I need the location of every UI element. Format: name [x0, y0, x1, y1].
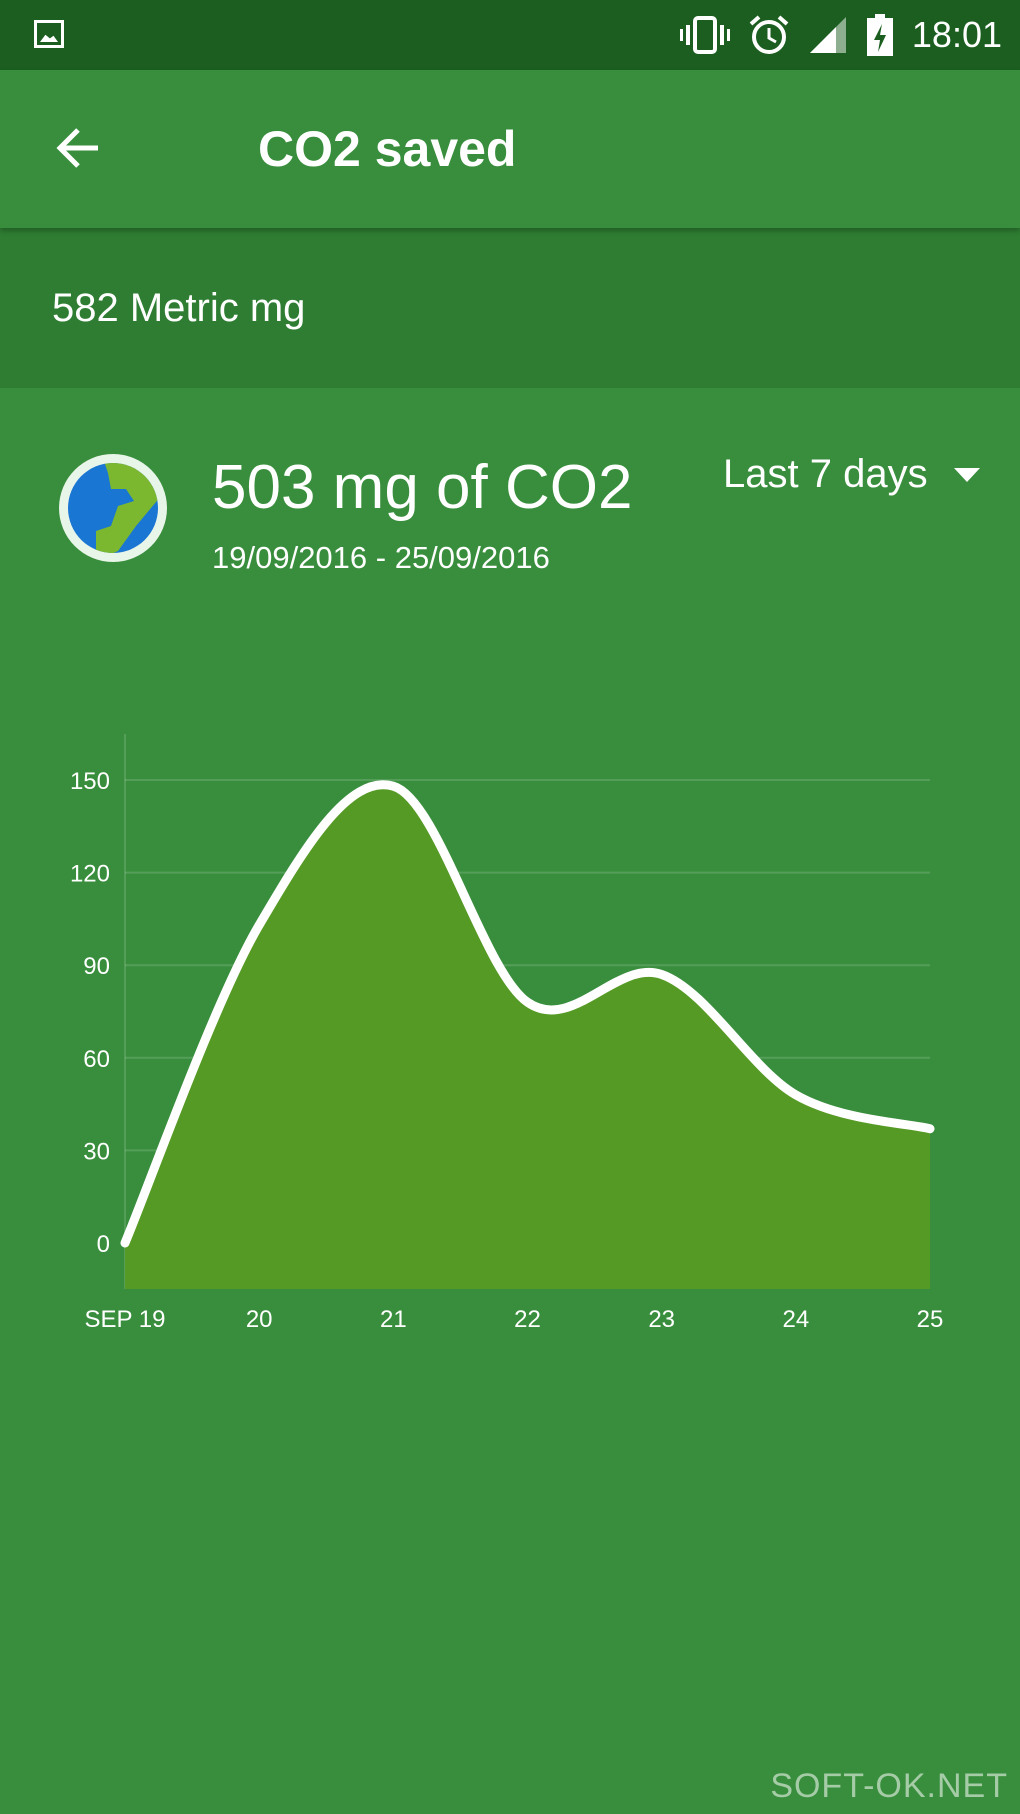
dropdown-arrow-icon [953, 467, 980, 482]
total-value: 582 Metric mg [52, 286, 306, 330]
globe-icon [59, 454, 167, 562]
status-bar: 18:01 [0, 0, 1020, 70]
x-tick-label: 21 [380, 1306, 407, 1333]
y-tick-label: 0 [97, 1231, 110, 1258]
x-tick-label: SEP 19 [85, 1306, 166, 1333]
image-notification-icon [34, 20, 64, 48]
vibrate-icon [679, 16, 730, 54]
clock: 18:01 [911, 14, 1002, 55]
app-bar: CO2 saved [0, 70, 1020, 228]
y-tick-label: 30 [83, 1138, 110, 1165]
x-tick-label: 24 [782, 1306, 809, 1333]
y-tick-label: 150 [70, 768, 110, 795]
period-selected: Last 7 days [723, 452, 928, 496]
y-tick-label: 120 [70, 861, 110, 888]
x-tick-label: 25 [917, 1306, 944, 1333]
total-summary: 582 Metric mg [0, 228, 1020, 388]
x-tick-label: 22 [514, 1306, 541, 1333]
co2-headline: 503 mg of CO2 [212, 453, 633, 522]
alarm-icon [749, 15, 789, 54]
page-title: CO2 saved [258, 121, 517, 177]
area-fill [125, 784, 930, 1289]
y-tick-label: 60 [83, 1046, 110, 1073]
y-tick-label: 90 [83, 953, 110, 980]
series-line [120, 780, 935, 1248]
signal-icon [809, 17, 846, 53]
battery-charging-icon [866, 14, 893, 56]
watermark: SOFT-OK.NET [770, 1767, 1008, 1805]
x-tick-label: 23 [648, 1306, 675, 1333]
date-range: 19/09/2016 - 25/09/2016 [212, 540, 550, 575]
arrow-back-icon[interactable] [52, 122, 104, 174]
co2-chart: 0 30 60 90 120 150 SEP 19 20 21 22 23 24 25 [70, 734, 944, 1333]
x-tick-label: 20 [246, 1306, 273, 1333]
period-dropdown[interactable]: Last 7 days [723, 452, 980, 497]
